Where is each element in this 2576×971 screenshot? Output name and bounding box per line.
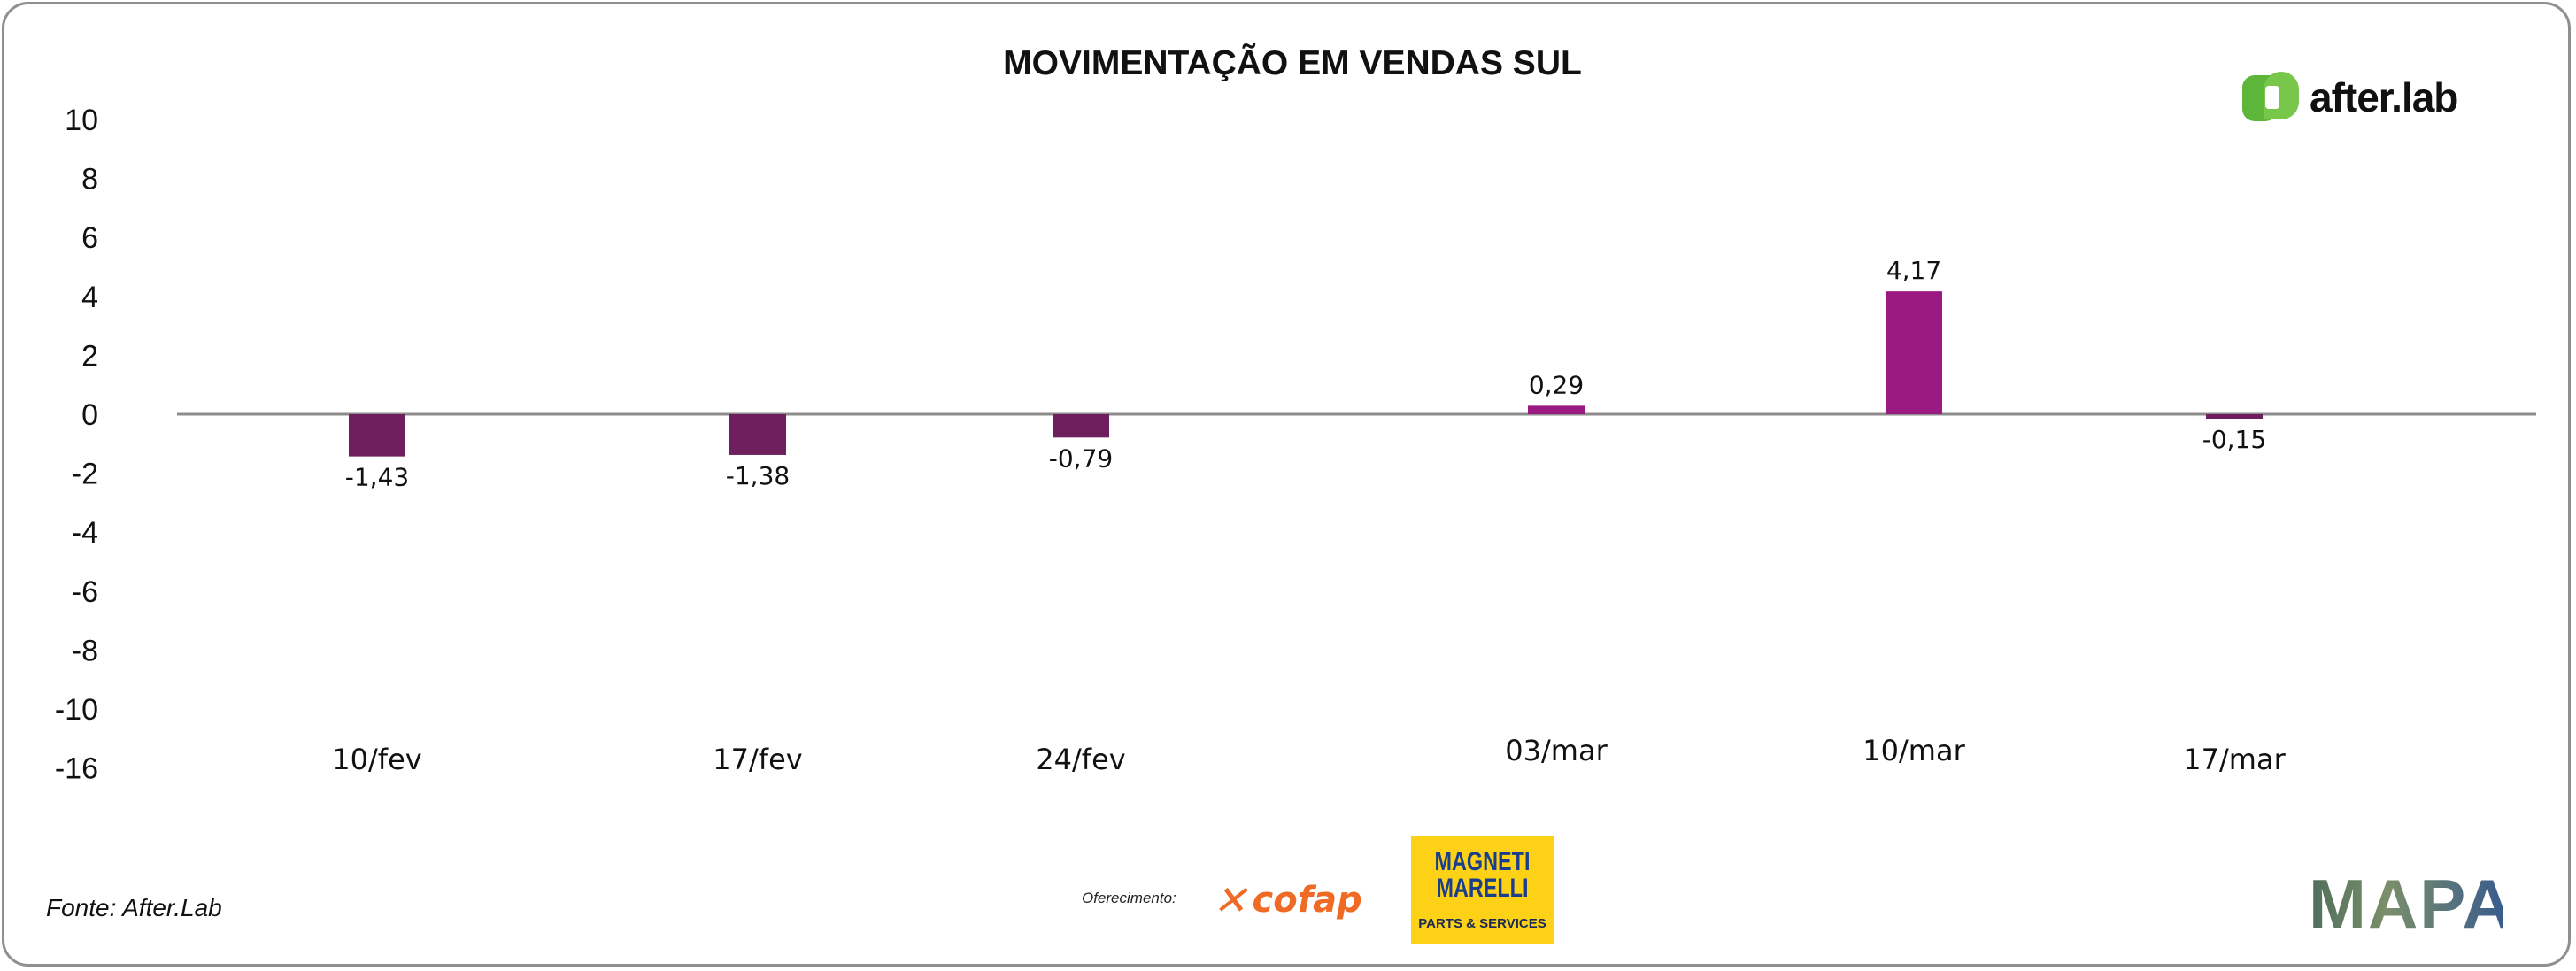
y-tick-label: -16 [55,752,98,786]
data-label: -0,15 [2202,425,2266,454]
bar-03/mar [1528,405,1585,414]
category-label: 03/mar [1505,734,1608,767]
bar-17/mar [2206,414,2263,419]
data-labels: -1,43 -1,38 -0,79 0,29 4,17 -0,15 [345,256,2266,491]
data-label: 0,29 [1529,370,1584,399]
chart-title: MOVIMENTAÇÃO EM VENDAS SUL [1003,44,1582,82]
afterlab-mark-icon [2242,72,2302,123]
cofap-x-icon: ✕ [1209,876,1257,924]
mapa-logo-text: MAPA [2309,865,2514,943]
offer-label: Oferecimento: [1082,890,1176,906]
magneti-marelli-logo: MAGNETI MARELLI PARTS & SERVICES [1411,836,1554,944]
category-label: 17/fev [713,743,802,776]
cofap-logo-text: cofap [1252,880,1362,921]
source-note: Fonte: After.Lab [46,894,222,921]
bar-10/mar [1886,291,1942,414]
bar-24/fev [1053,414,1109,438]
y-tick-label: 0 [81,398,98,432]
magneti-marelli-name: MAGNETI MARELLI [1434,847,1531,903]
y-tick-label: 8 [81,163,98,197]
category-label: 24/fev [1036,743,1125,776]
bars [349,291,2263,457]
y-tick-label: 4 [81,281,98,314]
y-tick-label: 2 [81,339,98,373]
category-label: 10/fev [332,743,421,776]
mapa-logo: MAPA [2309,865,2514,943]
data-label: -0,79 [1049,443,1113,473]
category-labels: 10/fev 17/fev 24/fev 03/mar 10/mar 17/mar [332,734,2286,776]
data-label: -1,38 [726,461,790,490]
y-tick-label: 10 [65,104,98,137]
bar-17/fev [729,414,786,455]
y-tick-label: -2 [72,458,98,491]
y-tick-label: -4 [72,516,98,550]
bar-10/fev [349,414,405,457]
magneti-marelli-sub: PARTS & SERVICES [1418,916,1546,931]
y-axis-ticks: 10 8 6 4 2 0 -2 -4 -6 -8 -10 -16 [55,104,98,786]
y-tick-label: -10 [55,693,98,727]
data-label: -1,43 [345,463,409,492]
y-tick-label: -6 [72,575,98,609]
category-label: 17/mar [2183,743,2286,776]
y-tick-label: -8 [72,634,98,667]
afterlab-logo-text: after.lab [2310,74,2458,120]
afterlab-logo: after.lab [2242,71,2458,124]
data-label: 4,17 [1886,256,1941,285]
cofap-logo: ✕ cofap [1210,876,1362,924]
category-label: 10/mar [1863,734,1965,767]
y-tick-label: 6 [81,221,98,255]
